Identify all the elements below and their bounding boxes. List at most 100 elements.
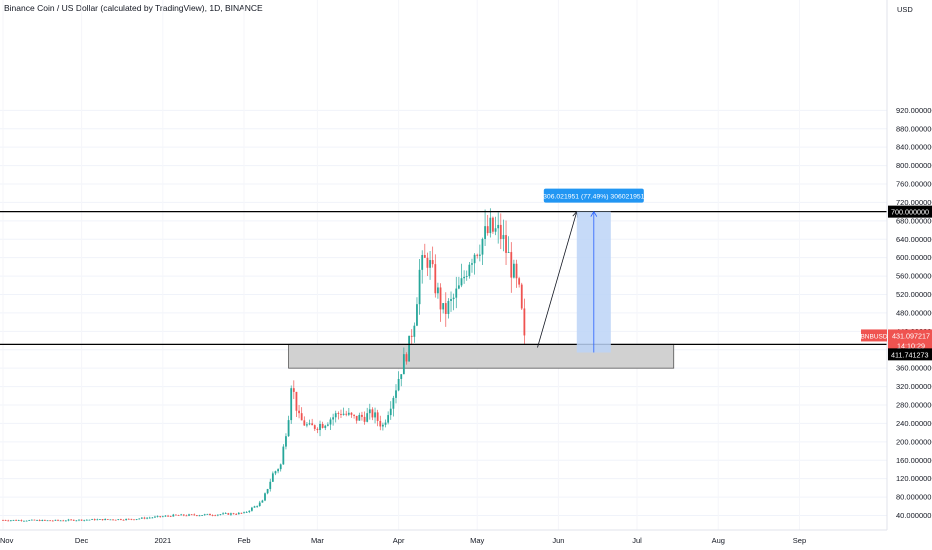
candle[interactable] [83, 519, 86, 521]
price-axis[interactable]: USD 40.000000 80.000000 120.000000 160.0000… [886, 0, 932, 550]
candle[interactable] [96, 519, 99, 521]
candle[interactable] [159, 516, 162, 517]
candle[interactable] [85, 519, 88, 521]
candle[interactable] [282, 446, 285, 465]
candle[interactable] [130, 518, 133, 520]
candle[interactable] [256, 506, 259, 507]
candle[interactable] [306, 424, 308, 426]
candle[interactable] [232, 513, 235, 515]
drawings[interactable]: 306.021951 (77.49%) 306021951 [0, 188, 887, 353]
candle[interactable] [429, 260, 431, 268]
candle[interactable] [177, 515, 180, 516]
candle[interactable] [190, 514, 193, 516]
candle[interactable] [146, 517, 148, 519]
candle[interactable] [334, 413, 337, 418]
candle[interactable] [465, 276, 468, 277]
candle[interactable] [389, 408, 392, 416]
candle[interactable] [214, 515, 217, 517]
candle[interactable] [156, 516, 159, 517]
candle[interactable] [17, 520, 20, 521]
candle[interactable] [515, 263, 518, 279]
candle[interactable] [62, 520, 65, 522]
candle[interactable] [484, 226, 486, 239]
candle[interactable] [311, 423, 314, 426]
candle[interactable] [41, 519, 44, 522]
candle[interactable] [91, 519, 93, 520]
candle[interactable] [384, 422, 387, 425]
candle[interactable] [400, 374, 403, 379]
candle[interactable] [264, 493, 266, 501]
candle[interactable] [4, 520, 7, 521]
candle[interactable] [28, 520, 31, 521]
candle[interactable] [350, 412, 353, 415]
candle[interactable] [203, 514, 206, 516]
candle[interactable] [505, 235, 507, 253]
candle[interactable] [442, 303, 445, 310]
candle[interactable] [431, 260, 434, 265]
candle[interactable] [329, 419, 332, 425]
candle[interactable] [332, 417, 335, 420]
candle[interactable] [326, 424, 329, 426]
candle[interactable] [125, 518, 128, 520]
candle[interactable] [243, 512, 245, 514]
candle[interactable] [397, 378, 400, 391]
candle[interactable] [109, 519, 112, 521]
candle[interactable] [127, 518, 130, 520]
candle[interactable] [473, 254, 476, 264]
candle[interactable] [342, 413, 345, 415]
candles[interactable] [2, 208, 526, 522]
candle[interactable] [216, 514, 219, 516]
candle[interactable] [112, 519, 114, 521]
candle[interactable] [230, 513, 232, 515]
candle[interactable] [219, 514, 222, 516]
candle[interactable] [245, 511, 248, 513]
candle[interactable] [237, 512, 240, 515]
candle[interactable] [510, 252, 513, 278]
candle[interactable] [211, 515, 214, 516]
candle[interactable] [387, 415, 390, 423]
candle[interactable] [347, 412, 350, 415]
candle[interactable] [492, 217, 494, 232]
candle[interactable] [290, 388, 293, 421]
candle[interactable] [12, 519, 15, 521]
candle[interactable] [271, 473, 274, 482]
candle[interactable] [224, 513, 227, 514]
candle[interactable] [368, 409, 371, 414]
candle[interactable] [395, 390, 397, 398]
candle[interactable] [481, 238, 484, 255]
candle[interactable] [206, 513, 209, 515]
candle[interactable] [376, 412, 379, 421]
candle[interactable] [72, 519, 75, 521]
candle[interactable] [287, 420, 290, 437]
candle[interactable] [25, 520, 28, 522]
candle[interactable] [437, 287, 439, 294]
candle[interactable] [122, 519, 125, 521]
candle[interactable] [413, 325, 416, 337]
candle[interactable] [502, 235, 505, 239]
candle[interactable] [316, 428, 319, 431]
candle[interactable] [363, 416, 366, 422]
candle[interactable] [167, 515, 169, 517]
candle[interactable] [258, 502, 261, 507]
candle[interactable] [434, 264, 437, 294]
candle[interactable] [450, 299, 452, 301]
candle[interactable] [520, 284, 523, 309]
candle[interactable] [135, 519, 138, 520]
candle[interactable] [172, 514, 175, 517]
candle[interactable] [227, 513, 230, 515]
candle[interactable] [457, 285, 460, 289]
candle[interactable] [340, 413, 342, 415]
candle[interactable] [261, 500, 264, 503]
candle[interactable] [300, 413, 303, 421]
candle[interactable] [418, 269, 421, 305]
candle[interactable] [193, 514, 196, 516]
candle[interactable] [374, 412, 376, 418]
candle[interactable] [408, 335, 410, 362]
candle[interactable] [319, 423, 321, 431]
candle[interactable] [452, 297, 455, 300]
candle[interactable] [148, 517, 151, 519]
candle[interactable] [471, 263, 473, 265]
candle[interactable] [463, 276, 466, 279]
candle[interactable] [33, 519, 36, 521]
candle[interactable] [507, 252, 510, 253]
